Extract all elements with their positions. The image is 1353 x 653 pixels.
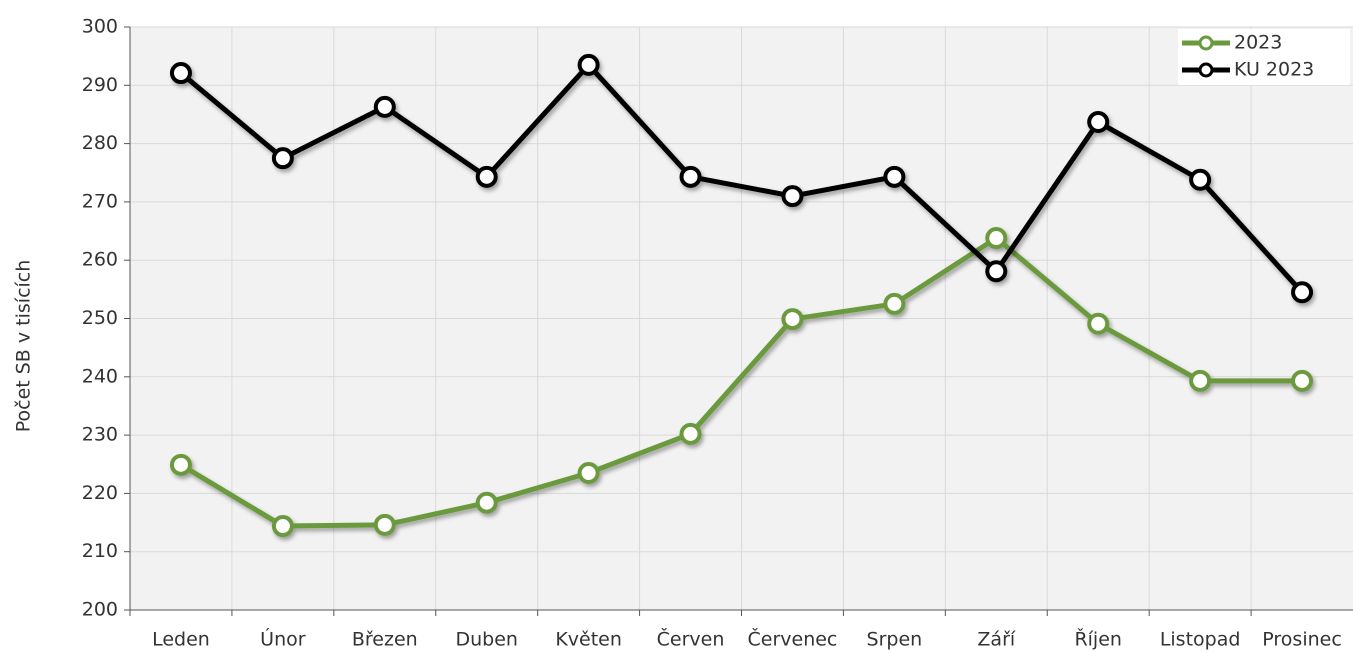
y-tick-label: 300 bbox=[82, 16, 118, 38]
marker bbox=[985, 260, 1008, 283]
y-tick-label: 270 bbox=[82, 190, 118, 212]
legend-marker bbox=[1198, 62, 1214, 78]
line bbox=[179, 62, 1304, 294]
marker bbox=[475, 165, 498, 188]
x-tick-label: Červen bbox=[657, 627, 725, 651]
marker bbox=[883, 292, 906, 315]
marker bbox=[1291, 281, 1314, 304]
x-tick-label: Říjen bbox=[1074, 628, 1122, 651]
y-tick-label: 240 bbox=[82, 365, 118, 387]
marker bbox=[271, 147, 294, 170]
marker bbox=[1189, 369, 1212, 392]
y-tick-label: 260 bbox=[82, 249, 118, 271]
legend-label: 2023 bbox=[1234, 32, 1282, 54]
marker bbox=[169, 453, 192, 476]
x-tick-label: Únor bbox=[260, 627, 306, 651]
x-tick-label: Duben bbox=[455, 629, 517, 651]
series bbox=[169, 53, 1314, 304]
y-tick-label: 200 bbox=[82, 599, 118, 621]
marker bbox=[883, 165, 906, 188]
marker bbox=[1087, 312, 1110, 335]
y-tick-label: 230 bbox=[82, 424, 118, 446]
y-tick-label: 290 bbox=[82, 74, 118, 96]
marker bbox=[1087, 111, 1110, 134]
marker bbox=[271, 515, 294, 538]
marker bbox=[577, 461, 600, 484]
y-tick-label: 250 bbox=[82, 307, 118, 329]
x-tick-label: Srpen bbox=[867, 629, 923, 651]
series bbox=[169, 227, 1314, 538]
x-tick-label: Leden bbox=[152, 629, 210, 651]
marker bbox=[373, 513, 396, 536]
legend-marker bbox=[1198, 35, 1214, 51]
y-axis-label: Počet SB v tisících bbox=[13, 260, 35, 433]
legend-label: KU 2023 bbox=[1234, 59, 1314, 81]
marker bbox=[1291, 369, 1314, 392]
marker bbox=[169, 62, 192, 85]
y-tick-label: 280 bbox=[82, 132, 118, 154]
x-tick-label: Prosinec bbox=[1262, 629, 1342, 651]
y-tick-label: 220 bbox=[82, 482, 118, 504]
y-tick-label: 210 bbox=[82, 540, 118, 562]
x-tick-label: Červenec bbox=[748, 627, 838, 651]
line bbox=[179, 235, 1303, 529]
marker bbox=[373, 95, 396, 118]
x-tick-label: Září bbox=[977, 629, 1015, 651]
x-tick-label: Listopad bbox=[1160, 629, 1241, 651]
marker bbox=[985, 227, 1008, 250]
marker bbox=[679, 422, 702, 445]
x-tick-label: Květen bbox=[555, 629, 622, 651]
marker bbox=[577, 53, 600, 76]
marker bbox=[475, 491, 498, 514]
marker bbox=[1189, 168, 1212, 191]
marker bbox=[781, 185, 804, 208]
marker bbox=[781, 308, 804, 331]
marker bbox=[679, 165, 702, 188]
x-tick-label: Březen bbox=[352, 629, 418, 651]
